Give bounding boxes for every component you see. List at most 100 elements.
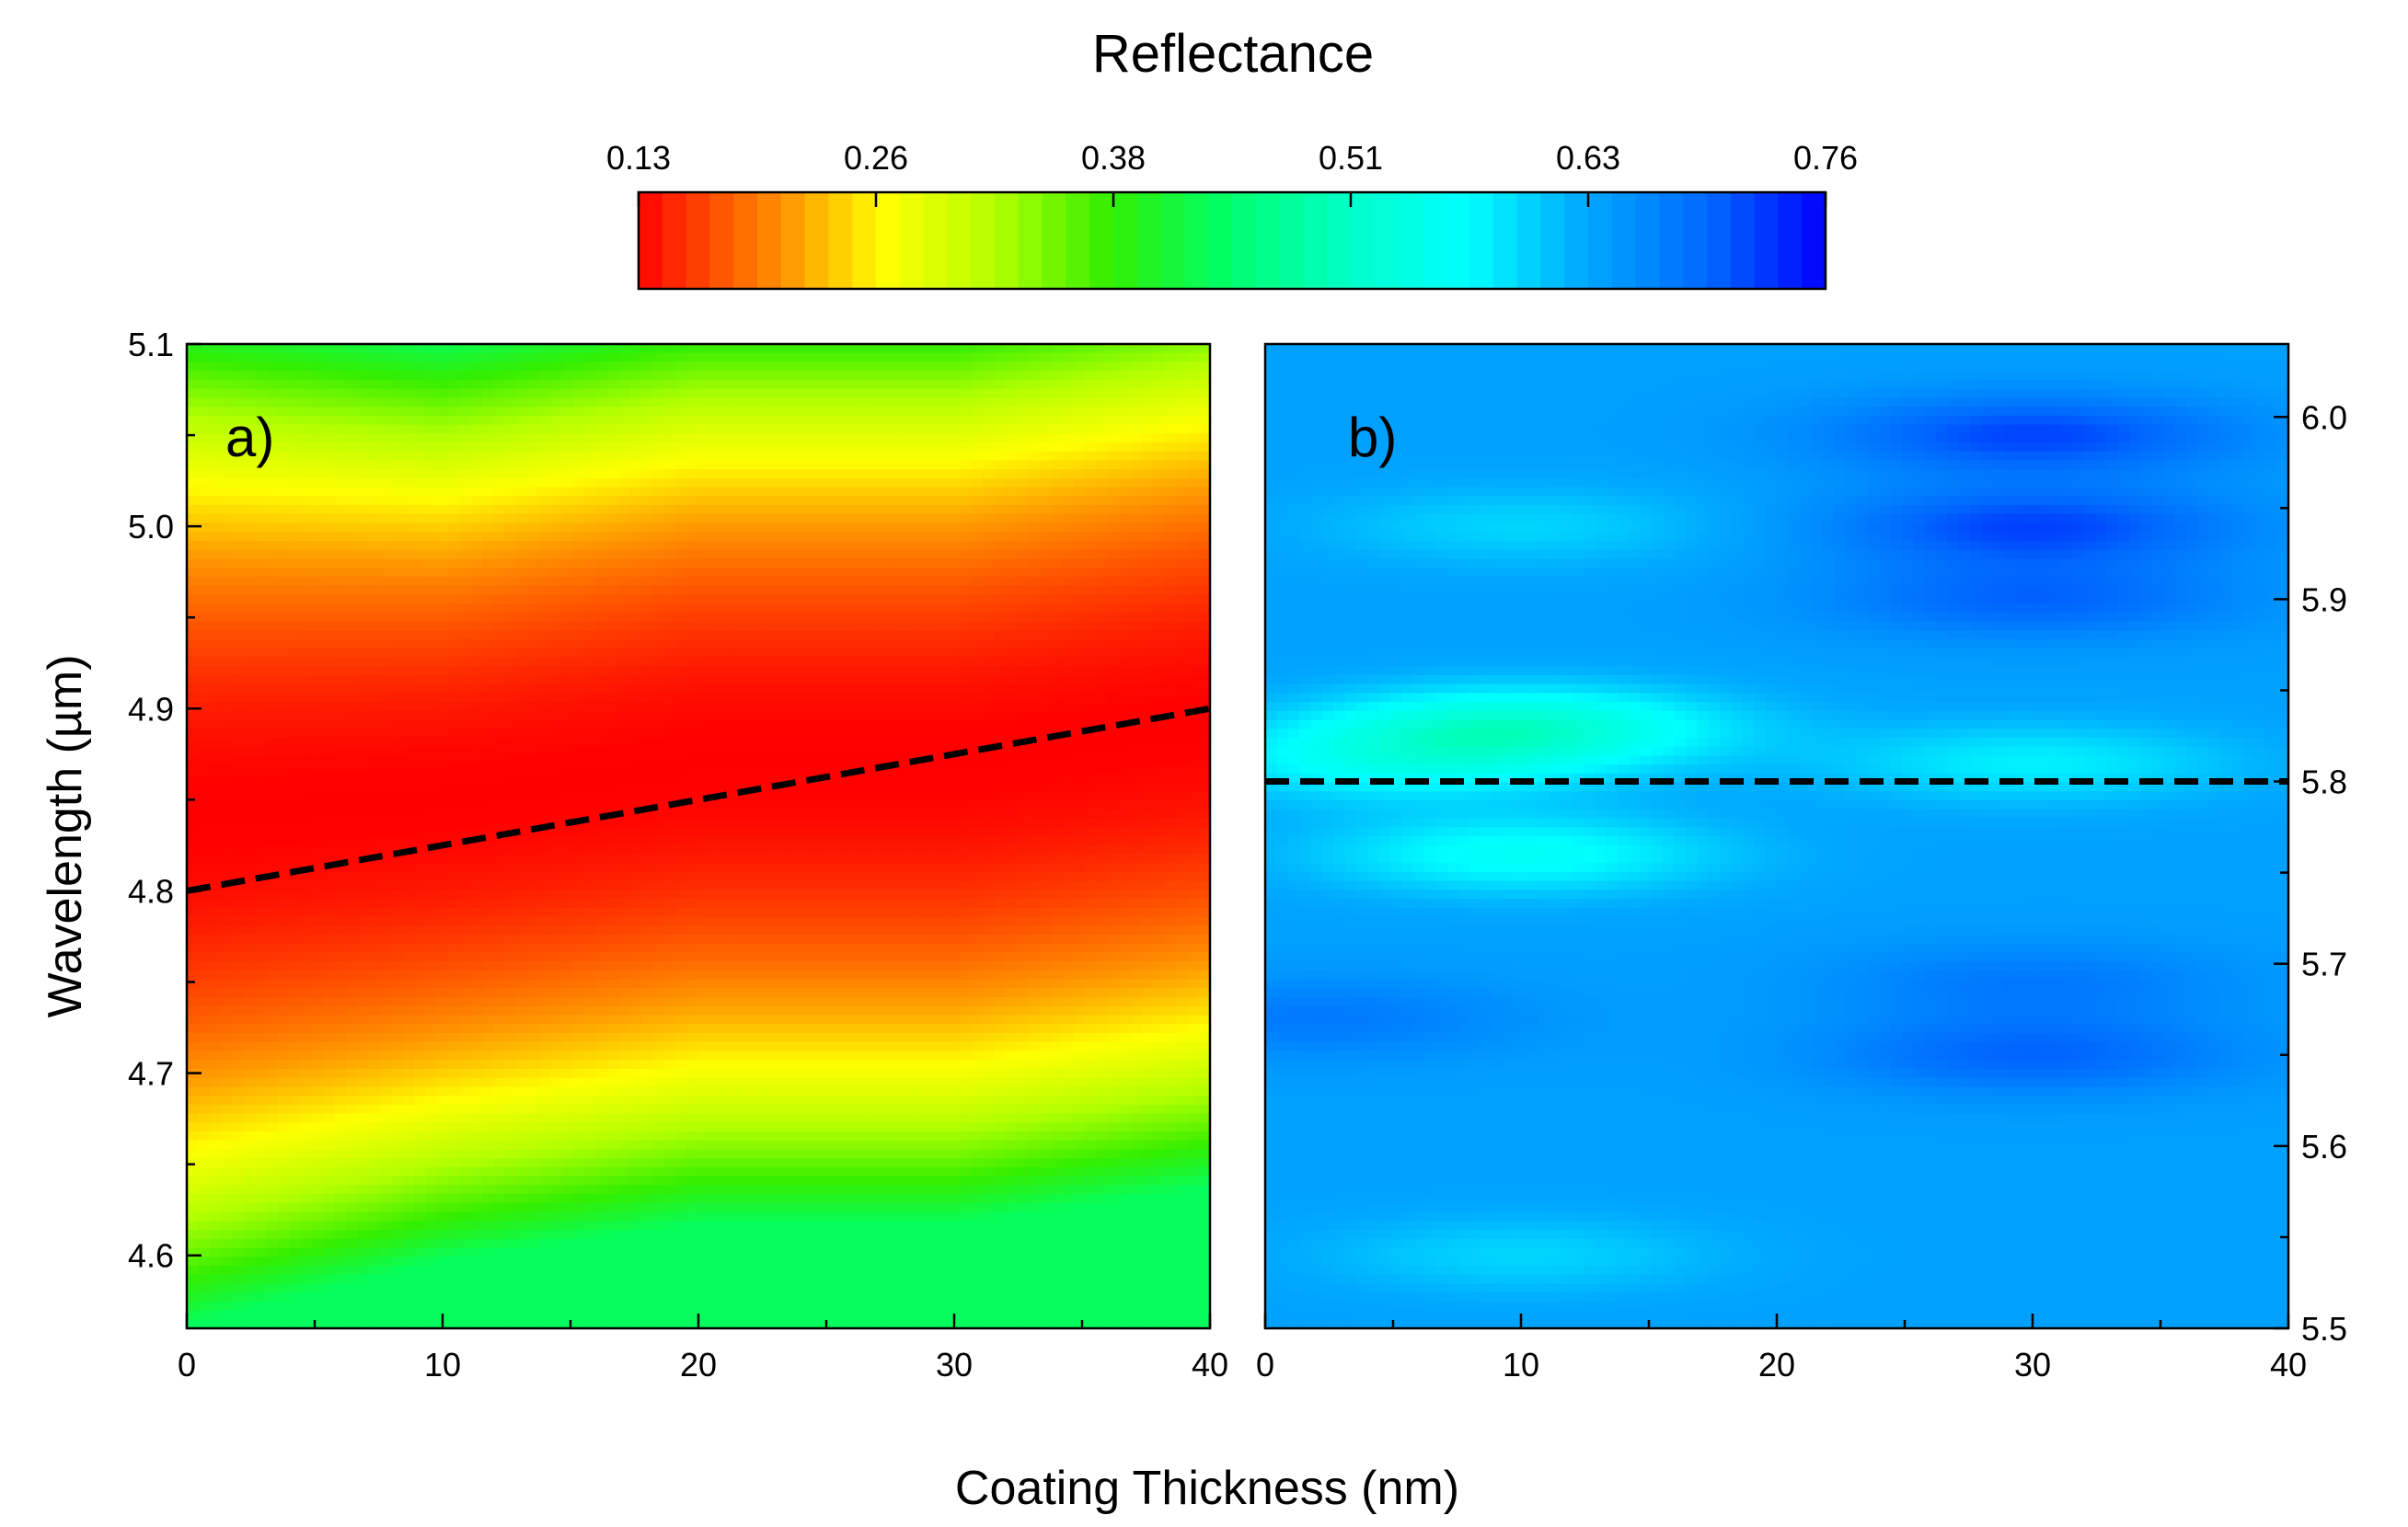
heatmap-cell — [539, 774, 551, 783]
heatmap-cell — [323, 684, 335, 694]
heatmap-cell — [915, 649, 927, 658]
heatmap-cell — [653, 478, 665, 488]
heatmap-cell — [301, 362, 313, 371]
heatmap-cell — [630, 550, 642, 559]
heatmap-cell — [596, 630, 608, 639]
heatmap-cell — [619, 478, 631, 488]
heatmap-cell — [755, 568, 767, 577]
heatmap-cell — [949, 541, 961, 550]
heatmap-cell — [994, 469, 1006, 478]
heatmap-cell — [915, 622, 927, 631]
heatmap-cell — [596, 675, 608, 684]
heatmap-cell — [210, 344, 222, 353]
heatmap-cell — [425, 433, 437, 442]
heatmap-cell — [266, 630, 278, 639]
heatmap-cell — [766, 389, 778, 398]
heatmap-cell — [539, 469, 551, 478]
heatmap-cell — [1017, 603, 1029, 613]
heatmap-cell — [709, 488, 721, 497]
heatmap-cell — [653, 603, 665, 613]
heatmap-cell — [516, 452, 528, 461]
heatmap-cell — [994, 622, 1006, 631]
heatmap-cell — [403, 666, 415, 675]
heatmap-cell — [437, 425, 449, 434]
heatmap-cell — [847, 478, 858, 488]
heatmap-cell — [1062, 353, 1074, 362]
heatmap-cell — [960, 738, 972, 747]
heatmap-cell — [630, 747, 642, 756]
heatmap-cell — [698, 514, 710, 523]
heatmap-cell — [743, 416, 755, 425]
heatmap-cell — [210, 478, 222, 488]
heatmap-cell — [266, 764, 278, 774]
heatmap-cell — [892, 505, 904, 514]
heatmap-cell — [937, 353, 949, 362]
heatmap-cell — [630, 478, 642, 488]
heatmap-cell — [709, 657, 721, 666]
heatmap-cell — [687, 729, 699, 738]
heatmap-cell — [528, 675, 540, 684]
heatmap-cell — [448, 666, 460, 675]
heatmap-cell — [698, 693, 710, 702]
heatmap-cell — [653, 711, 665, 720]
heatmap-cell — [198, 550, 210, 559]
heatmap-cell — [505, 460, 517, 469]
heatmap-cell — [482, 684, 494, 694]
heatmap-cell — [743, 514, 755, 523]
heatmap-cell — [835, 380, 847, 389]
heatmap-cell — [630, 496, 642, 505]
heatmap-cell — [619, 675, 631, 684]
heatmap-cell — [539, 747, 551, 756]
heatmap-cell — [1176, 362, 1188, 371]
heatmap-cell — [869, 541, 881, 550]
heatmap-cell — [516, 613, 528, 622]
heatmap-cell — [960, 649, 972, 658]
heatmap-cell — [1165, 764, 1177, 774]
heatmap-cell — [460, 558, 472, 568]
heatmap-cell — [448, 344, 460, 353]
heatmap-cell — [687, 523, 699, 533]
heatmap-cell — [1062, 622, 1074, 631]
heatmap-cell — [289, 774, 301, 783]
heatmap-cell — [437, 558, 449, 568]
heatmap-cell — [926, 622, 938, 631]
heatmap-cell — [1017, 720, 1029, 729]
heatmap-cell — [584, 425, 596, 434]
heatmap-cell — [482, 416, 494, 425]
heatmap-cell — [869, 613, 881, 622]
heatmap-cell — [858, 666, 870, 675]
heatmap-cell — [232, 603, 244, 613]
heatmap-cell — [460, 505, 472, 514]
heatmap-cell — [494, 586, 506, 595]
heatmap-cell — [778, 649, 789, 658]
heatmap-cell — [1028, 594, 1040, 603]
heatmap-cell — [983, 594, 995, 603]
heatmap-cell — [187, 577, 199, 586]
heatmap-cell — [892, 488, 904, 497]
heatmap-cell — [675, 514, 687, 523]
heatmap-cell — [1153, 514, 1165, 523]
heatmap-cell — [824, 371, 835, 380]
heatmap-cell — [369, 416, 381, 425]
heatmap-cell — [812, 505, 824, 514]
heatmap-cell — [301, 720, 313, 729]
heatmap-cell — [766, 558, 778, 568]
heatmap-cell — [301, 729, 313, 738]
heatmap-cell — [869, 720, 881, 729]
heatmap-cell — [1187, 389, 1199, 398]
heatmap-cell — [403, 684, 415, 694]
heatmap-cell — [471, 568, 483, 577]
heatmap-cell — [584, 603, 596, 613]
heatmap-cell — [903, 675, 915, 684]
heatmap-cell — [847, 389, 858, 398]
heatmap-cell — [892, 774, 904, 783]
heatmap-cell — [301, 380, 313, 389]
heatmap-cell — [858, 541, 870, 550]
heatmap-cell — [824, 344, 835, 353]
heatmap-cell — [983, 550, 995, 559]
heatmap-cell — [584, 532, 596, 541]
heatmap-cell — [1040, 630, 1052, 639]
heatmap-cell — [1187, 774, 1199, 783]
heatmap-cell — [414, 362, 426, 371]
heatmap-cell — [664, 684, 676, 694]
